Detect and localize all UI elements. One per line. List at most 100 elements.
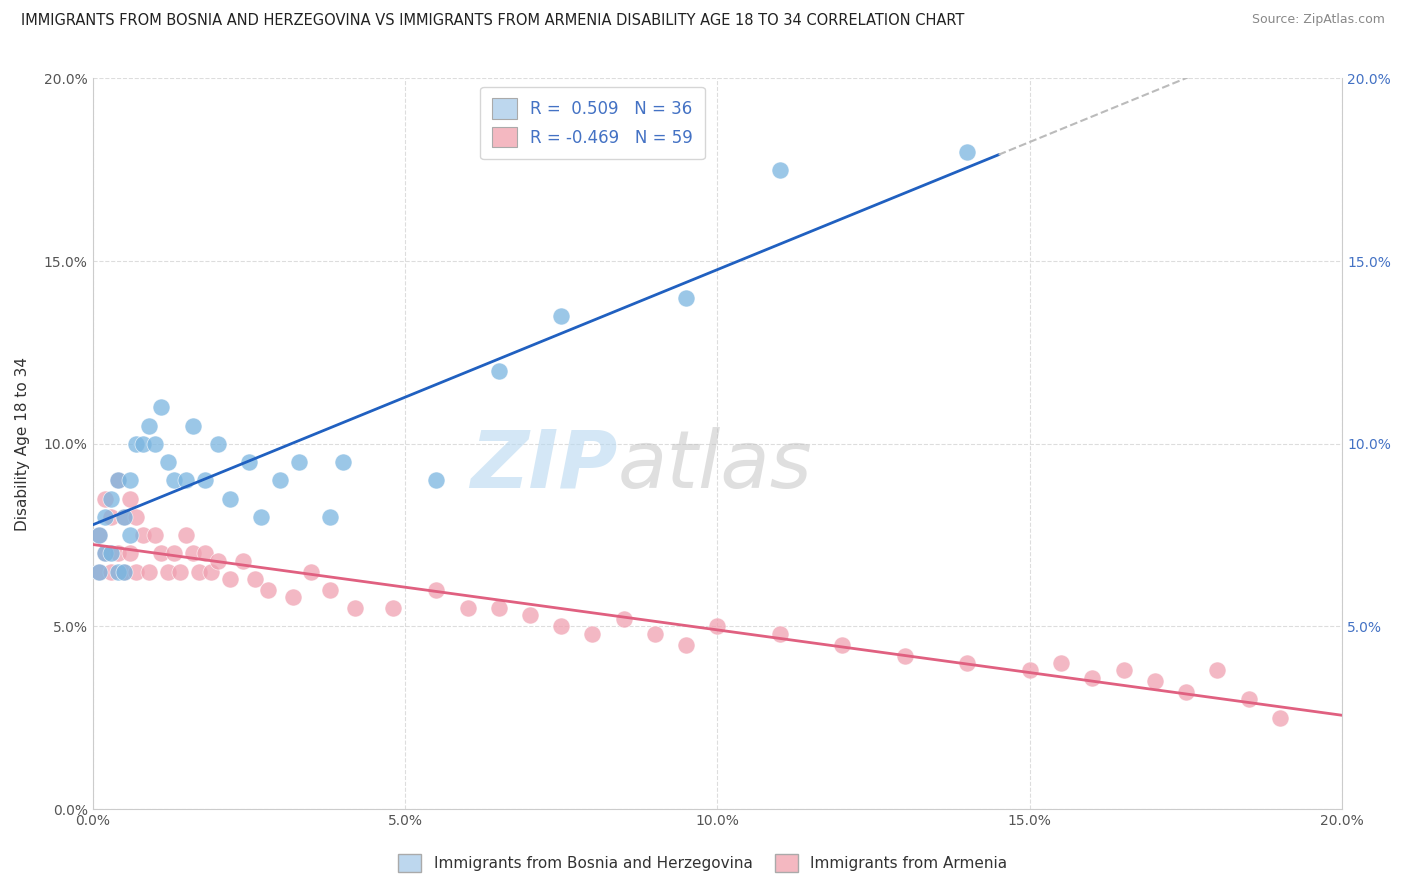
Point	[107, 565, 129, 579]
Point	[1112, 663, 1135, 677]
Point	[112, 509, 135, 524]
Point	[207, 554, 229, 568]
Point	[120, 491, 142, 506]
Point	[219, 572, 242, 586]
Point	[176, 528, 198, 542]
Point	[581, 626, 603, 640]
Point	[613, 612, 636, 626]
Point	[457, 601, 479, 615]
Point	[100, 491, 122, 506]
Text: Source: ZipAtlas.com: Source: ZipAtlas.com	[1251, 13, 1385, 27]
Point	[181, 546, 204, 560]
Point	[125, 565, 148, 579]
Point	[94, 546, 117, 560]
Point	[143, 437, 166, 451]
Point	[87, 528, 110, 542]
Point	[112, 509, 135, 524]
Point	[550, 619, 572, 633]
Point	[125, 509, 148, 524]
Point	[1175, 685, 1198, 699]
Point	[87, 565, 110, 579]
Point	[769, 162, 792, 177]
Y-axis label: Disability Age 18 to 34: Disability Age 18 to 34	[15, 357, 30, 531]
Point	[319, 582, 342, 597]
Point	[894, 648, 917, 663]
Text: atlas: atlas	[617, 426, 813, 505]
Point	[94, 546, 117, 560]
Point	[769, 626, 792, 640]
Point	[112, 565, 135, 579]
Point	[94, 509, 117, 524]
Point	[87, 565, 110, 579]
Point	[131, 437, 153, 451]
Point	[299, 565, 322, 579]
Point	[319, 509, 342, 524]
Point	[194, 546, 217, 560]
Text: ZIP: ZIP	[470, 426, 617, 505]
Point	[1018, 663, 1040, 677]
Point	[381, 601, 404, 615]
Point	[187, 565, 209, 579]
Point	[238, 455, 260, 469]
Point	[120, 528, 142, 542]
Point	[156, 455, 179, 469]
Point	[1081, 671, 1104, 685]
Point	[120, 473, 142, 487]
Point	[150, 546, 173, 560]
Point	[107, 546, 129, 560]
Point	[176, 473, 198, 487]
Point	[488, 364, 510, 378]
Point	[156, 565, 179, 579]
Point	[100, 509, 122, 524]
Point	[94, 491, 117, 506]
Point	[675, 291, 697, 305]
Point	[1050, 656, 1073, 670]
Point	[131, 528, 153, 542]
Point	[232, 554, 254, 568]
Point	[281, 591, 304, 605]
Legend: Immigrants from Bosnia and Herzegovina, Immigrants from Armenia: Immigrants from Bosnia and Herzegovina, …	[391, 846, 1015, 880]
Point	[181, 418, 204, 433]
Point	[1237, 692, 1260, 706]
Point	[425, 473, 447, 487]
Point	[125, 437, 148, 451]
Point	[1206, 663, 1229, 677]
Point	[87, 528, 110, 542]
Point	[163, 546, 186, 560]
Point	[488, 601, 510, 615]
Point	[194, 473, 217, 487]
Point	[332, 455, 354, 469]
Point	[112, 565, 135, 579]
Point	[169, 565, 191, 579]
Point	[675, 638, 697, 652]
Point	[344, 601, 367, 615]
Point	[706, 619, 728, 633]
Point	[107, 473, 129, 487]
Point	[831, 638, 853, 652]
Point	[200, 565, 222, 579]
Point	[150, 401, 173, 415]
Point	[550, 309, 572, 323]
Point	[107, 473, 129, 487]
Point	[269, 473, 291, 487]
Point	[143, 528, 166, 542]
Point	[163, 473, 186, 487]
Point	[243, 572, 266, 586]
Point	[138, 418, 160, 433]
Point	[425, 582, 447, 597]
Point	[519, 608, 541, 623]
Point	[100, 546, 122, 560]
Point	[956, 656, 979, 670]
Point	[956, 145, 979, 159]
Point	[1268, 711, 1291, 725]
Point	[288, 455, 311, 469]
Point	[100, 565, 122, 579]
Point	[219, 491, 242, 506]
Text: IMMIGRANTS FROM BOSNIA AND HERZEGOVINA VS IMMIGRANTS FROM ARMENIA DISABILITY AGE: IMMIGRANTS FROM BOSNIA AND HERZEGOVINA V…	[21, 13, 965, 29]
Legend: R =  0.509   N = 36, R = -0.469   N = 59: R = 0.509 N = 36, R = -0.469 N = 59	[481, 87, 704, 159]
Point	[1143, 674, 1166, 689]
Point	[250, 509, 273, 524]
Point	[644, 626, 666, 640]
Point	[120, 546, 142, 560]
Point	[207, 437, 229, 451]
